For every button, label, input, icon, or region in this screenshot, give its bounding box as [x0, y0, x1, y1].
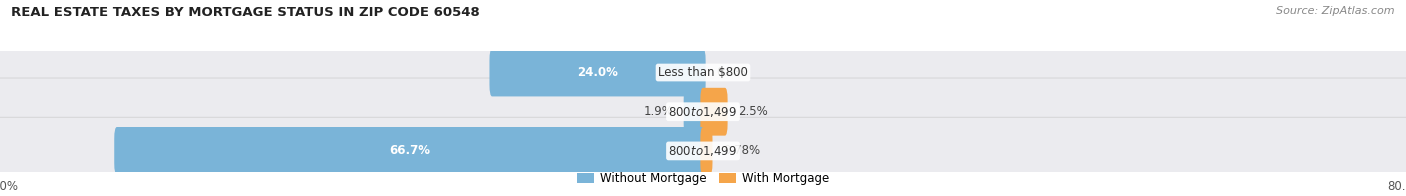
FancyBboxPatch shape — [0, 39, 1406, 106]
Text: Source: ZipAtlas.com: Source: ZipAtlas.com — [1277, 6, 1395, 16]
Text: 0.0%: 0.0% — [716, 66, 745, 79]
FancyBboxPatch shape — [700, 127, 713, 175]
FancyBboxPatch shape — [489, 49, 706, 96]
Text: 0.78%: 0.78% — [723, 144, 761, 157]
Text: 1.9%: 1.9% — [644, 105, 673, 118]
Legend: Without Mortgage, With Mortgage: Without Mortgage, With Mortgage — [572, 168, 834, 190]
Text: 2.5%: 2.5% — [738, 105, 768, 118]
FancyBboxPatch shape — [683, 88, 706, 136]
FancyBboxPatch shape — [114, 127, 706, 175]
FancyBboxPatch shape — [700, 88, 728, 136]
Text: Less than $800: Less than $800 — [658, 66, 748, 79]
Text: REAL ESTATE TAXES BY MORTGAGE STATUS IN ZIP CODE 60548: REAL ESTATE TAXES BY MORTGAGE STATUS IN … — [11, 6, 479, 19]
Text: 24.0%: 24.0% — [576, 66, 619, 79]
FancyBboxPatch shape — [0, 78, 1406, 145]
Text: $800 to $1,499: $800 to $1,499 — [668, 144, 738, 158]
Text: 66.7%: 66.7% — [389, 144, 430, 157]
Text: $800 to $1,499: $800 to $1,499 — [668, 105, 738, 119]
FancyBboxPatch shape — [0, 117, 1406, 185]
